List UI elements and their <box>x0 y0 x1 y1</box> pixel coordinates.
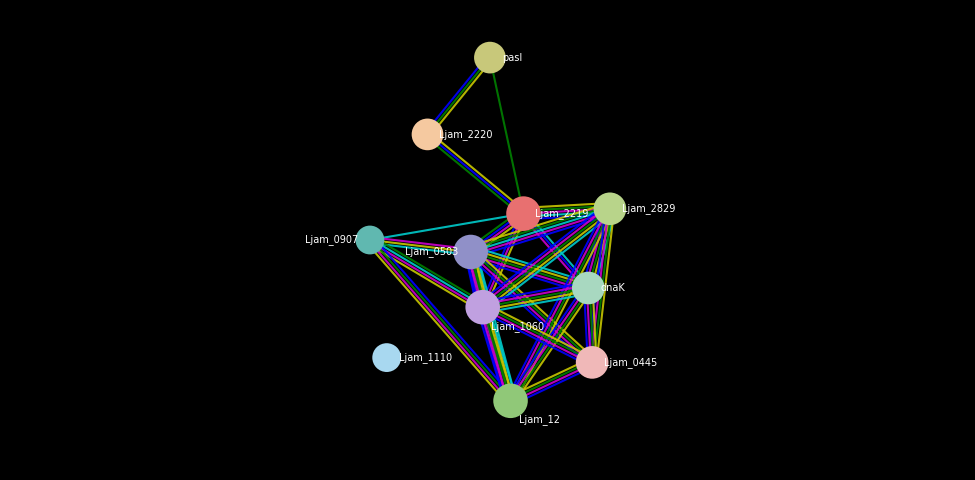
Circle shape <box>572 272 604 304</box>
Circle shape <box>594 192 626 225</box>
Circle shape <box>493 384 527 418</box>
Text: Ljam_0445: Ljam_0445 <box>604 357 657 368</box>
Circle shape <box>411 119 444 150</box>
Circle shape <box>576 346 608 379</box>
Text: Ljam_1060: Ljam_1060 <box>491 321 544 332</box>
Circle shape <box>453 235 488 269</box>
Circle shape <box>372 343 401 372</box>
Circle shape <box>356 226 384 254</box>
Text: Ljam_2220: Ljam_2220 <box>440 129 493 140</box>
Circle shape <box>506 196 541 231</box>
Text: dnaK: dnaK <box>601 283 625 293</box>
Text: Ljam_0503: Ljam_0503 <box>406 247 458 257</box>
Text: Ljam_2219: Ljam_2219 <box>535 208 589 219</box>
Text: Ljam_2829: Ljam_2829 <box>622 204 676 214</box>
Text: Ljam_1110: Ljam_1110 <box>399 352 451 363</box>
Text: pasI: pasI <box>502 53 523 62</box>
Circle shape <box>474 42 506 73</box>
Text: Ljam_12: Ljam_12 <box>519 415 561 425</box>
Circle shape <box>465 290 500 324</box>
Text: Ljam_0907: Ljam_0907 <box>304 235 358 245</box>
